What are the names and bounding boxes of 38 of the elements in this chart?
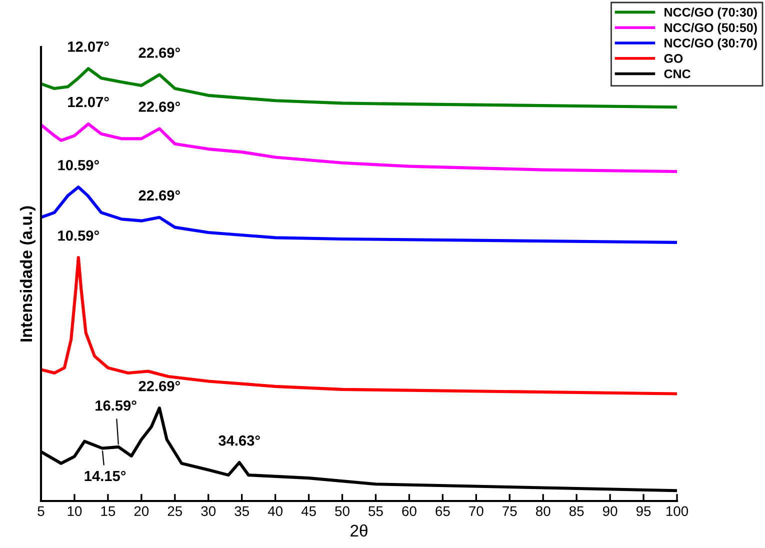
x-tick-label: 25 [168,506,182,516]
x-tick-label: 55 [368,506,383,516]
legend-label: CNC [664,69,690,78]
x-tick-label: 20 [134,506,149,516]
x-tick-label: 30 [201,506,216,516]
annotation: 22.69° [138,102,180,112]
x-tick-label: 10 [68,506,82,516]
y-axis-title: Intensidade (a.u.) [20,206,36,342]
annotation: 22.69° [138,48,180,58]
x-axis-title: 2θ [350,524,368,537]
annotation: 16.59° [96,400,136,411]
x-tick-label: 95 [636,506,651,516]
annotation: 14.15° [84,470,126,482]
x-tick-label: 15 [101,506,116,516]
x-tick-label: 60 [402,506,416,516]
x-tick-label: 65 [436,506,450,516]
legend-label: NCC/GO (30:70) [664,38,757,50]
legend-label: NCC/GO (50:50) [664,22,757,35]
annotation: 12.07° [68,96,109,108]
x-tick-label: 40 [268,506,282,516]
annotation: 12.07° [68,42,109,52]
annotation: 10.59° [58,230,99,241]
legend-label: NCC/GO (70:30) [664,8,757,20]
x-tick-label: 85 [569,506,584,516]
annotation: 10.59° [58,160,99,170]
x-tick-label: 100 [666,506,688,516]
annotation: 22.69° [138,190,180,201]
x-tick-label: 35 [234,506,249,516]
x-tick-label: 70 [469,506,484,516]
x-tick-label: 80 [536,506,550,516]
x-tick-label: 5 [38,506,44,516]
x-tick-label: 90 [602,506,618,516]
x-tick-label: 75 [502,506,517,516]
x-tick-label: 45 [301,506,316,516]
legend-label: GO [664,54,683,63]
annotation: 34.63° [218,435,260,446]
x-tick-label: 50 [335,506,350,516]
annotation: 22.69° [138,380,180,392]
